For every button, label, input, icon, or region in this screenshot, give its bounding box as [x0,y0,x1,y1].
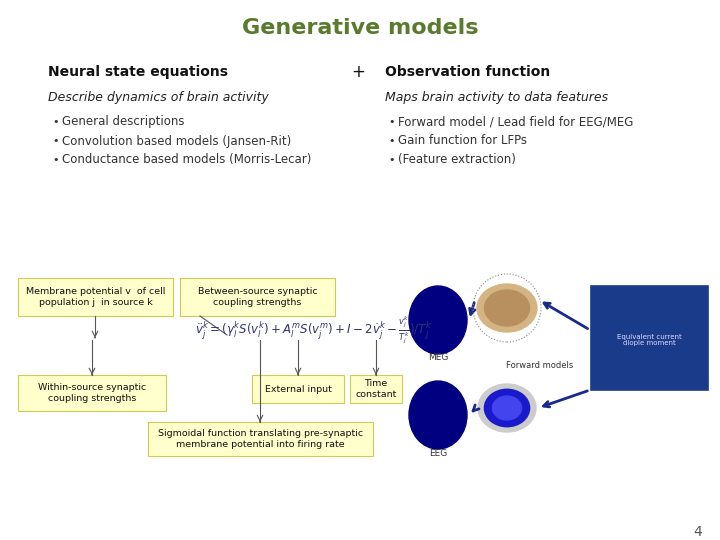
Text: General descriptions: General descriptions [62,116,184,129]
Text: EEG: EEG [429,449,447,458]
Ellipse shape [431,312,445,328]
Text: $\ddot{v}_j^k = (\gamma_l^k S(v_l^k) + A_l^m S(v_j^m) + I - 2\dot{v}_j^k - \frac: $\ddot{v}_j^k = (\gamma_l^k S(v_l^k) + A… [195,314,433,346]
Text: Within-source synaptic
coupling strengths: Within-source synaptic coupling strength… [38,383,146,403]
FancyBboxPatch shape [180,278,335,316]
Text: •: • [388,136,395,146]
Text: Describe dynamics of brain activity: Describe dynamics of brain activity [48,91,269,105]
Text: Equivalent current
diople moment: Equivalent current diople moment [616,334,681,347]
Text: External input: External input [264,384,331,394]
Ellipse shape [409,381,467,449]
Ellipse shape [409,286,467,354]
Text: Gain function for LFPs: Gain function for LFPs [398,134,527,147]
Ellipse shape [478,384,536,432]
Ellipse shape [413,291,463,349]
Ellipse shape [419,298,457,342]
FancyBboxPatch shape [590,285,708,390]
Ellipse shape [425,305,451,335]
Text: Convolution based models (Jansen-Rit): Convolution based models (Jansen-Rit) [62,134,292,147]
Ellipse shape [492,396,521,420]
Text: Neural state equations: Neural state equations [48,65,228,79]
Text: +: + [351,63,365,81]
Ellipse shape [485,290,529,326]
FancyBboxPatch shape [18,278,173,316]
Text: Generative models: Generative models [242,18,478,38]
Text: Conductance based models (Morris-Lecar): Conductance based models (Morris-Lecar) [62,153,311,166]
Text: Forward models: Forward models [506,361,574,369]
Ellipse shape [477,284,537,332]
Ellipse shape [419,393,457,437]
Text: •: • [52,155,58,165]
Text: Between-source synaptic
coupling strengths: Between-source synaptic coupling strengt… [198,287,318,307]
FancyBboxPatch shape [350,375,402,403]
Ellipse shape [485,389,530,427]
Text: MEG: MEG [428,354,448,362]
Text: •: • [388,155,395,165]
Ellipse shape [425,400,451,430]
Text: 4: 4 [693,525,703,539]
Text: •: • [388,117,395,127]
Text: •: • [52,136,58,146]
Text: Observation function: Observation function [385,65,550,79]
Ellipse shape [431,407,445,423]
Text: Sigmoidal function translating pre-synaptic
membrane potential into firing rate: Sigmoidal function translating pre-synap… [158,429,363,449]
Text: •: • [52,117,58,127]
Text: Time
constant: Time constant [355,379,397,399]
Text: Maps brain activity to data features: Maps brain activity to data features [385,91,608,105]
FancyBboxPatch shape [148,422,373,456]
FancyBboxPatch shape [18,375,166,411]
Text: (Feature extraction): (Feature extraction) [398,153,516,166]
Ellipse shape [413,386,463,444]
Text: Membrane potential v  of cell
population j  in source k: Membrane potential v of cell population … [26,287,165,307]
Text: Forward model / Lead field for EEG/MEG: Forward model / Lead field for EEG/MEG [398,116,634,129]
FancyBboxPatch shape [252,375,344,403]
